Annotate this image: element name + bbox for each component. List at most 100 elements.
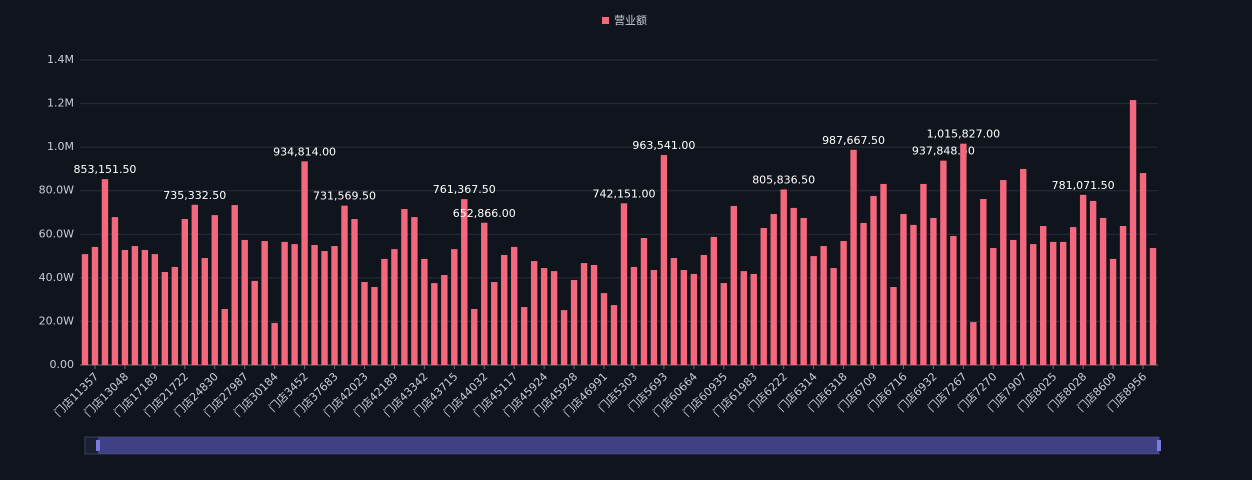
- bar: [560, 310, 568, 365]
- bar: [261, 241, 268, 365]
- bar: [1109, 258, 1117, 365]
- y-tick-label: 0.00: [50, 358, 75, 371]
- bar: [471, 309, 478, 365]
- bar: [351, 219, 358, 365]
- bar: [680, 270, 688, 365]
- bar: [670, 258, 678, 365]
- bar: [81, 254, 89, 365]
- bar: [760, 227, 767, 365]
- bar: [780, 189, 787, 365]
- bar: [1000, 180, 1007, 365]
- bar: [211, 215, 218, 365]
- bar: [970, 322, 977, 365]
- bar: [441, 275, 448, 365]
- value-label: 735,332.50: [163, 189, 226, 202]
- bar: [481, 222, 488, 365]
- y-tick-label: 40.0W: [39, 271, 74, 284]
- bar: [1040, 226, 1047, 365]
- bar: [201, 258, 208, 365]
- value-label: 652,866.00: [453, 207, 516, 220]
- bar: [980, 198, 987, 365]
- bar: [381, 258, 388, 365]
- bar: [640, 237, 648, 365]
- value-label: 934,814.00: [273, 145, 336, 158]
- bar: [870, 195, 877, 365]
- bar: [1049, 241, 1057, 365]
- bar: [1089, 200, 1097, 365]
- bar: [590, 265, 598, 365]
- bar: [900, 214, 907, 365]
- value-label: 781,071.50: [1052, 179, 1115, 192]
- bar: [431, 283, 438, 365]
- bar: [510, 246, 518, 365]
- bar: [790, 207, 797, 365]
- bar: [530, 261, 538, 365]
- bar: [401, 209, 408, 365]
- bar: [650, 270, 658, 365]
- bar: [331, 246, 338, 365]
- legend-swatch[interactable]: [602, 17, 609, 24]
- bar: [840, 241, 847, 365]
- bar: [860, 222, 867, 365]
- bar: [291, 244, 298, 365]
- bar: [700, 254, 708, 365]
- bar: [1069, 227, 1077, 365]
- bar: [960, 143, 967, 365]
- bar: [341, 205, 348, 365]
- bar: [361, 281, 368, 365]
- bar: [111, 217, 119, 365]
- y-tick-label: 20.0W: [39, 314, 74, 327]
- bar: [820, 246, 827, 365]
- zoom-handle[interactable]: [1157, 440, 1161, 451]
- bar: [610, 305, 618, 365]
- bar: [281, 241, 288, 365]
- bar: [1119, 226, 1127, 365]
- bar: [810, 256, 817, 365]
- bar: [580, 263, 588, 365]
- bar: [1059, 241, 1067, 365]
- bar: [231, 205, 238, 365]
- bar: [241, 239, 248, 365]
- bar: [491, 281, 498, 365]
- bar: [930, 217, 937, 365]
- bar: [740, 271, 747, 365]
- bar: [620, 203, 628, 365]
- bar: [181, 219, 189, 365]
- bar: [940, 160, 947, 365]
- value-label: 1,015,827.00: [927, 128, 1000, 141]
- bar: [451, 249, 458, 365]
- bar: [421, 258, 428, 365]
- value-label: 731,569.50: [313, 190, 376, 203]
- bar: [800, 217, 807, 365]
- bar: [1010, 239, 1017, 365]
- bar: [720, 283, 728, 365]
- bar: [730, 205, 737, 365]
- bar: [1149, 248, 1157, 365]
- data-zoom[interactable]: [84, 436, 1161, 455]
- zoom-window[interactable]: [98, 437, 1159, 454]
- y-tick-label: 1.0M: [47, 140, 74, 153]
- bar: [151, 254, 159, 365]
- bar: [311, 244, 318, 365]
- bar: [830, 268, 837, 365]
- y-tick-label: 1.2M: [47, 97, 74, 110]
- bar: [710, 236, 718, 365]
- legend-label[interactable]: 营业额: [614, 13, 647, 27]
- bar: [371, 287, 378, 365]
- bar: [540, 268, 548, 365]
- bar: [191, 204, 198, 365]
- value-label: 742,151.00: [592, 187, 655, 200]
- bar: [171, 266, 179, 365]
- bar: [880, 183, 887, 365]
- bar: [990, 248, 997, 365]
- bar: [660, 155, 668, 365]
- bar: [91, 246, 99, 365]
- bar: [161, 271, 169, 365]
- bar: [301, 161, 308, 365]
- value-label: 805,836.50: [752, 173, 815, 186]
- bar: [600, 293, 608, 365]
- bar: [101, 179, 109, 365]
- zoom-handle[interactable]: [96, 440, 100, 451]
- bar: [141, 249, 149, 365]
